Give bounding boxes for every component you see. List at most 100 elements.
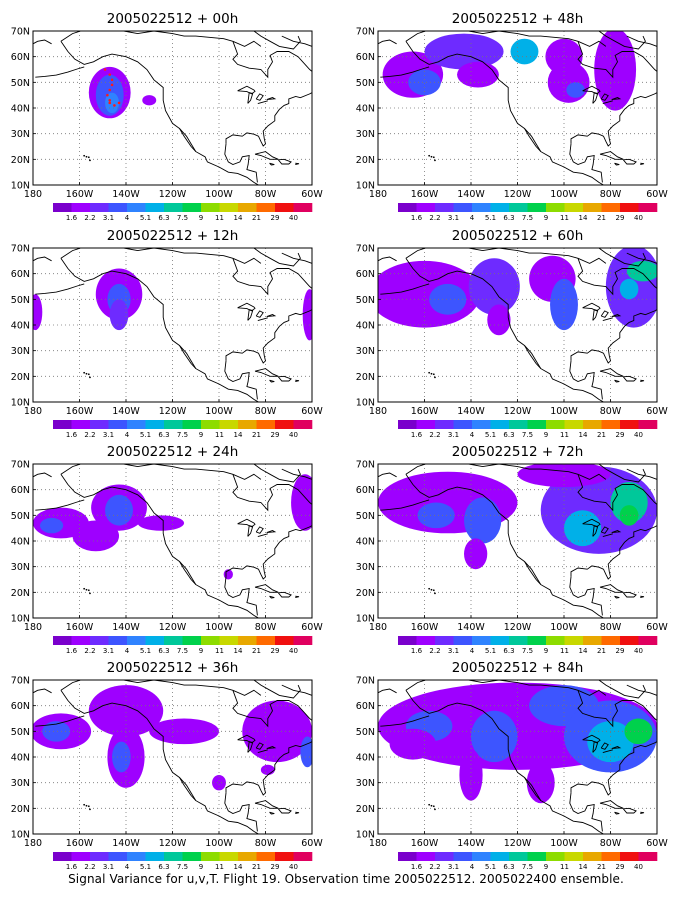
island [87,805,90,808]
panel-content [33,31,312,185]
colorbar-label: 2.2 [84,863,95,871]
variance-blob [302,289,312,341]
colorbar-swatch [164,636,183,645]
coastline [405,248,579,259]
coastline [599,151,624,160]
coastline [614,162,620,166]
coastline [380,283,430,295]
coastline [33,256,52,262]
colorbar-swatch [90,636,109,645]
colorbar-swatch [71,420,91,429]
colorbar-label: 4 [470,647,475,655]
colorbar-swatch [145,636,165,645]
lon-tick-label: 100W [205,406,233,417]
coastline [524,777,542,801]
coastline [253,31,301,50]
colorbar-label: 5.1 [140,214,151,222]
lat-tick-label: 50N [11,78,30,89]
coastline [602,317,613,322]
colorbar-swatch [398,852,417,861]
colorbar-swatch [416,420,436,429]
coastline [179,561,197,585]
colorbar-label: 9 [199,647,203,655]
lat-tick-label: 70N [356,27,375,38]
colorbar-label: 11 [215,431,224,439]
panel-content [33,680,312,834]
observation-marker [110,83,114,87]
colorbar-label: 9 [199,214,203,222]
lat-tick-label: 60N [11,52,30,63]
panel-content [378,248,657,402]
panel-content [33,248,312,402]
coastline [614,811,620,815]
coastline [640,162,645,165]
coastline [524,561,542,585]
variance-blob [457,61,499,88]
colorbar-swatch [435,203,454,212]
colorbar-label: 14 [579,214,588,222]
colorbar-label: 21 [597,647,606,655]
coastline [237,302,256,312]
colorbar-swatch [90,203,109,212]
island [87,373,90,376]
coastline [60,258,259,402]
colorbar-label: 21 [252,214,261,222]
colorbar-label: 40 [634,214,643,222]
coastline [626,464,657,480]
coastline [640,595,645,598]
colorbar-swatch [546,420,565,429]
colorbar-swatch [398,203,417,212]
coastline [602,533,613,538]
colorbar-label: 1.6 [66,647,78,655]
observation-marker [103,68,107,71]
variance-blob [39,517,64,534]
variance-blob [471,710,518,763]
colorbar-swatch [238,636,257,645]
colorbar-swatch [201,203,220,212]
colorbar-swatch [638,420,658,429]
coastline [602,749,613,754]
lon-tick-label: 80W [255,406,277,417]
colorbar-label: 9 [544,647,548,655]
coastline [277,807,292,814]
island [83,587,86,590]
colorbar-label: 7.5 [177,214,188,222]
colorbar-swatch [472,203,491,212]
lat-tick-label: 50N [356,727,375,738]
variance-blob [610,481,648,524]
colorbar-swatch [182,636,202,645]
colorbar-swatch [164,852,183,861]
colorbar-swatch [53,203,72,212]
colorbar-label: 1.6 [411,647,423,655]
map-panel: 2005022512 + 60h 10N 20N 30N 40N 50N 60N 70N 180… [356,228,669,439]
coastline [277,375,292,382]
lon-tick-label: 80W [600,838,622,849]
colorbar-label: 29 [616,214,625,222]
panel-title: 2005022512 + 00h [107,11,239,27]
colorbar-swatch [201,420,220,429]
colorbar-swatch [564,852,584,861]
colorbar-label: 14 [579,431,588,439]
variance-blob [429,283,467,315]
coastline [577,257,607,264]
lon-tick-label: 100W [550,189,578,200]
lon-tick-label: 160W [411,189,439,200]
coastline [232,689,262,696]
colorbar-label: 2.2 [429,214,440,222]
lat-tick-label: 60N [356,485,375,496]
lat-tick-label: 30N [11,346,30,357]
colorbar-label: 6.3 [158,431,169,439]
lat-tick-label: 60N [356,52,375,63]
colorbar-swatch [472,636,491,645]
colorbar-label: 9 [199,863,203,871]
colorbar-swatch [583,852,602,861]
coastline [569,792,603,832]
colorbar-label: 1.6 [66,214,78,222]
coastline [405,31,579,42]
coastline [253,248,301,267]
colorbar-swatch [275,636,294,645]
lon-tick-label: 120W [504,189,532,200]
observation-marker [106,93,109,97]
colorbar-label: 3.1 [448,431,459,439]
lat-tick-label: 40N [356,537,375,548]
